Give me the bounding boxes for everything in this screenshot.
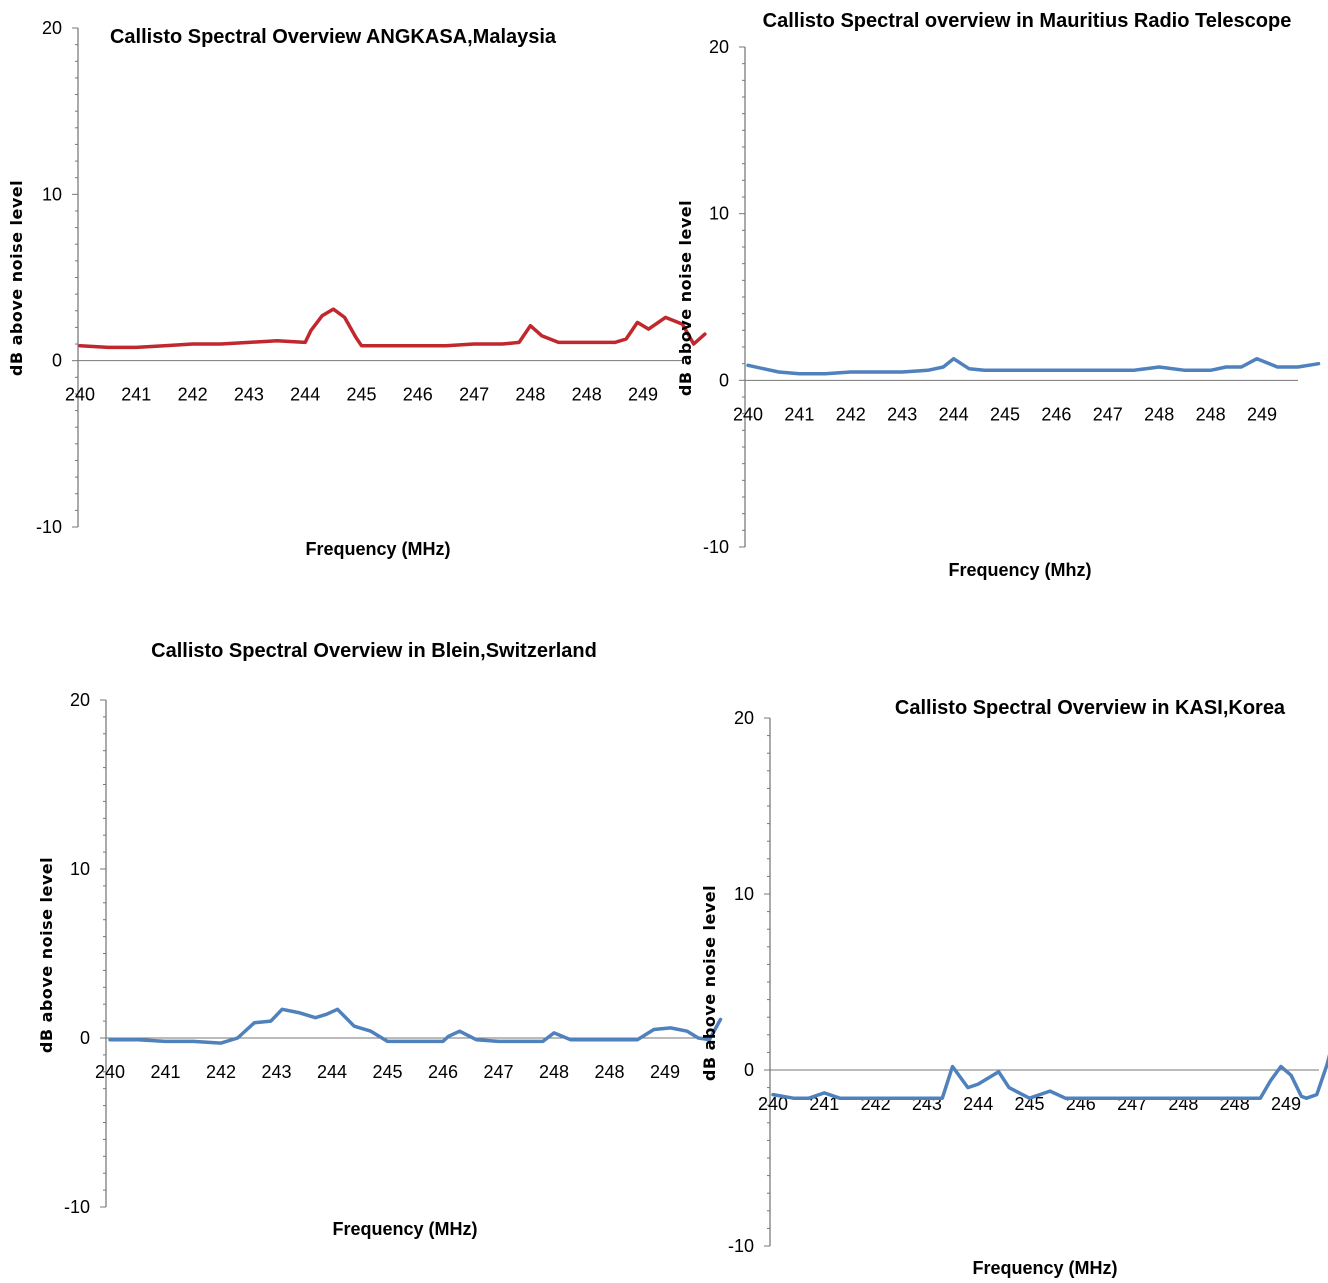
series-line [108, 1007, 723, 1045]
x-axis-label: Frequency (MHz) [332, 1219, 477, 1239]
y-axis-label: dB above noise level [676, 200, 695, 396]
chart-mauritius: Callisto Spectral overview in Mauritius … [676, 10, 1321, 580]
x-tick-label: 246 [428, 1062, 458, 1082]
chart-malaysia: Callisto Spectral Overview ANGKASA,Malay… [7, 18, 707, 559]
x-tick-label: 241 [809, 1094, 839, 1114]
y-axis-label: dB above noise level [700, 885, 719, 1081]
x-tick-label: 241 [150, 1062, 180, 1082]
x-tick-label: 249 [1247, 404, 1277, 424]
x-tick-label: 249 [1271, 1094, 1301, 1114]
x-tick-label: 247 [1093, 404, 1123, 424]
x-tick-label: 249 [628, 385, 658, 405]
x-tick-label: 246 [403, 385, 433, 405]
x-tick-label: 240 [65, 385, 95, 405]
y-tick-label: 10 [70, 859, 90, 879]
x-tick-label: 246 [1041, 404, 1071, 424]
y-tick-label: 10 [709, 204, 729, 224]
chart-korea: Callisto Spectral Overview in KASI,Korea… [700, 697, 1328, 1278]
x-tick-label: 244 [290, 385, 320, 405]
x-tick-label: 244 [317, 1062, 347, 1082]
x-tick-label: 245 [346, 385, 376, 405]
y-tick-label: 0 [719, 370, 729, 390]
x-tick-label: 249 [650, 1062, 680, 1082]
x-tick-label: 241 [121, 385, 151, 405]
series-line [746, 356, 1321, 376]
x-tick-label: 243 [887, 404, 917, 424]
y-tick-label: 20 [70, 690, 90, 710]
x-tick-label: 240 [95, 1062, 125, 1082]
x-tick-label: 248 [539, 1062, 569, 1082]
y-tick-label: -10 [36, 517, 62, 537]
y-tick-label: -10 [728, 1236, 754, 1256]
x-tick-label: 247 [459, 385, 489, 405]
x-tick-label: 245 [372, 1062, 402, 1082]
y-tick-label: 10 [734, 884, 754, 904]
y-tick-label: 0 [80, 1028, 90, 1048]
x-tick-label: 242 [178, 385, 208, 405]
chart-title: Callisto Spectral Overview ANGKASA,Malay… [110, 26, 557, 48]
y-axis-label: dB above noise level [37, 857, 56, 1053]
x-tick-label: 248 [1144, 404, 1174, 424]
x-tick-label: 245 [990, 404, 1020, 424]
y-tick-label: 20 [42, 18, 62, 38]
y-tick-label: -10 [703, 537, 729, 557]
series-line [771, 1054, 1328, 1100]
y-tick-label: 0 [744, 1060, 754, 1080]
x-tick-label: 248 [1196, 404, 1226, 424]
y-tick-label: 0 [52, 351, 62, 371]
y-tick-label: 20 [734, 708, 754, 728]
x-tick-label: 244 [963, 1094, 993, 1114]
chart-title: Callisto Spectral overview in Mauritius … [763, 10, 1292, 32]
y-axis-label: dB above noise level [7, 180, 26, 376]
x-tick-label: 245 [1014, 1094, 1044, 1114]
y-tick-label: 10 [42, 184, 62, 204]
chart-switzerland: Callisto Spectral Overview in Blein,Swit… [37, 640, 723, 1239]
x-tick-label: 248 [594, 1062, 624, 1082]
x-tick-label: 240 [733, 404, 763, 424]
x-axis-label: Frequency (MHz) [305, 539, 450, 559]
x-tick-label: 242 [206, 1062, 236, 1082]
x-axis-label: Frequency (Mhz) [948, 560, 1091, 580]
chart-title: Callisto Spectral Overview in KASI,Korea [895, 697, 1286, 719]
y-tick-label: -10 [64, 1197, 90, 1217]
x-tick-label: 243 [234, 385, 264, 405]
x-tick-label: 243 [261, 1062, 291, 1082]
x-tick-label: 247 [483, 1062, 513, 1082]
x-axis-label: Frequency (MHz) [972, 1258, 1117, 1278]
x-tick-label: 242 [836, 404, 866, 424]
chart-title: Callisto Spectral Overview in Blein,Swit… [151, 640, 597, 662]
x-tick-label: 248 [515, 385, 545, 405]
x-tick-label: 240 [758, 1094, 788, 1114]
series-line [78, 307, 707, 350]
x-tick-label: 244 [939, 404, 969, 424]
x-tick-label: 248 [572, 385, 602, 405]
y-tick-label: 20 [709, 37, 729, 57]
x-tick-label: 241 [784, 404, 814, 424]
